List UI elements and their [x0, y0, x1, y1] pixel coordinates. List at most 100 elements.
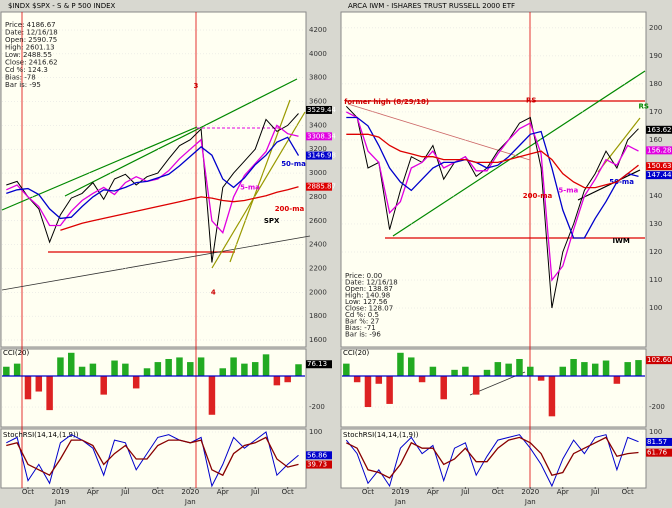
price-tag	[646, 356, 672, 365]
y-tick-label: 3000	[309, 169, 327, 177]
bar	[397, 352, 404, 377]
price-tag-label: 102.60	[647, 356, 672, 364]
year-label: 2019	[52, 488, 70, 496]
x-tick-label: Jul	[460, 488, 470, 496]
y-tick-label: 3600	[309, 98, 327, 106]
info-line: Cd %: 124.3	[5, 66, 48, 74]
bar	[284, 376, 291, 383]
bar	[219, 368, 227, 377]
bar	[241, 363, 248, 377]
series-line	[60, 186, 299, 231]
y-tick-label: 3200	[309, 145, 327, 153]
bar	[472, 376, 480, 395]
price-tag	[646, 437, 672, 446]
bar	[624, 362, 631, 377]
x-tick-label: Jan	[524, 498, 536, 506]
info-line: Bar is: -95	[5, 81, 41, 89]
y-tick-label: 1600	[309, 336, 327, 344]
bar	[68, 352, 75, 377]
bar	[100, 376, 107, 395]
info-line: Bias: -71	[345, 324, 376, 332]
y-tick-label: 110	[649, 276, 662, 284]
channel-line	[64, 78, 298, 197]
info-line: Price: 4186.67	[5, 21, 56, 29]
x-tick-label: Jul	[250, 488, 260, 496]
channel-line	[1, 126, 198, 211]
price-tag	[646, 448, 672, 457]
annotation: 4	[211, 288, 216, 296]
bar	[165, 358, 172, 377]
annotation: 3	[194, 82, 199, 90]
bar	[273, 376, 281, 386]
y-tick-label: 1800	[309, 312, 327, 320]
price-tag	[646, 162, 672, 171]
price-tag-label: 81.57	[647, 438, 667, 446]
bar	[13, 363, 21, 377]
annotation: RS	[639, 102, 649, 110]
y-tick-label: 3800	[309, 74, 327, 82]
series-label: 5-ma	[240, 183, 260, 191]
info-line: Close: 128.07	[345, 305, 393, 313]
y-tick-label: 100	[649, 428, 662, 436]
series-line	[6, 113, 299, 263]
x-tick-label: Oct	[622, 488, 634, 496]
price-tag	[306, 182, 332, 191]
info-line: Low: 127.56	[345, 298, 388, 306]
price-tag-label: 3308.34	[307, 132, 336, 140]
y-tick-label: 3400	[309, 121, 327, 129]
x-tick-label: Jan	[54, 498, 66, 506]
price-tag-label: 39.73	[307, 461, 327, 469]
series-line	[346, 116, 639, 239]
y-tick-label: 2000	[309, 288, 327, 296]
bar	[602, 360, 610, 377]
bar	[353, 376, 361, 383]
price-tag	[646, 171, 672, 180]
bar	[24, 376, 32, 400]
bar	[262, 354, 270, 377]
price-tag	[306, 151, 332, 160]
year-label: 2020	[181, 488, 199, 496]
panel-title: CCI(20)	[343, 349, 369, 357]
price-tag	[306, 132, 332, 141]
bar	[483, 369, 491, 377]
info-line: Date: 12/16/18	[5, 29, 58, 37]
panel-title: StochRSI(14,14,(1,9))	[3, 431, 79, 439]
bar	[505, 363, 512, 377]
bar	[343, 363, 350, 377]
bar	[132, 376, 140, 389]
bar	[122, 363, 129, 377]
series-label: 200-ma	[275, 205, 305, 213]
bar	[154, 362, 162, 377]
bar	[187, 362, 194, 377]
info-line: Price: 0.00	[345, 272, 382, 280]
info-line: High: 2601.13	[5, 44, 55, 52]
info-line: Bar %: 27	[345, 318, 379, 326]
y-tick-label: 4200	[309, 26, 327, 34]
bar	[559, 366, 567, 377]
y-tick-label: 2200	[309, 264, 327, 272]
price-tag	[646, 146, 672, 155]
price-tag-label: 2885.87	[307, 183, 336, 191]
bar	[570, 358, 577, 377]
y-tick-label: 140	[649, 192, 662, 200]
bar	[462, 366, 469, 377]
y-tick-label: 170	[649, 108, 662, 116]
bar	[537, 376, 545, 381]
price-tag-label: 163.62	[647, 126, 672, 134]
price-tag	[646, 125, 672, 134]
trendlines	[1, 12, 646, 488]
bar	[89, 363, 97, 377]
price-tag-label: 3146.98	[307, 152, 336, 160]
y-tick-label: 2600	[309, 217, 327, 225]
series-line	[346, 436, 639, 479]
chart-header: $INDX $SPX - S & P 500 INDEX	[8, 2, 116, 10]
long-trendline	[1, 235, 311, 291]
y-tick-label: 180	[649, 80, 662, 88]
info-line: Open: 138.87	[345, 285, 393, 293]
x-tick-label: Oct	[282, 488, 294, 496]
y-tick-label: -200	[649, 403, 665, 411]
bar	[527, 366, 534, 377]
series-label: 50-ma	[609, 178, 634, 186]
x-tick-label: Apr	[87, 488, 99, 496]
panel-title: StochRSI(14,14,(1,9))	[343, 431, 419, 439]
